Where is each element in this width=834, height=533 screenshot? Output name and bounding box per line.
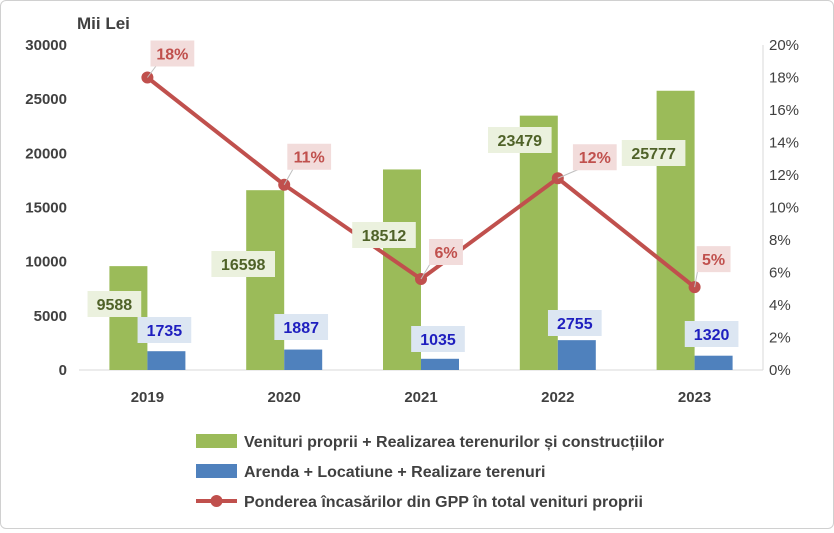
data-label-ponderea-bg	[572, 144, 617, 171]
data-label-ponderea: 5%	[696, 246, 731, 273]
axes: 0 5000 10000 15000 20000 25000 30000 0% 2% 4% 6% 8%…	[25, 37, 799, 406]
unit-label: Mii Lei	[77, 14, 130, 33]
legend-swatch	[196, 434, 237, 448]
data-label-arenda: 1887	[274, 314, 329, 340]
data-label-venituri-bg	[211, 251, 275, 277]
data-label-ponderea-text: 12%	[579, 150, 611, 167]
data-label-arenda: 2755	[547, 310, 602, 336]
data-label-venituri: 9588	[87, 291, 142, 317]
data-label-arenda-text: 1035	[420, 332, 456, 349]
data-label-venituri: 25777	[621, 140, 686, 166]
y-left-tick-label: 5000	[34, 308, 67, 325]
data-label-arenda-bg	[137, 317, 192, 343]
y-left-tick-label: 10000	[25, 254, 67, 271]
y-right-tick-label: 20%	[769, 37, 799, 54]
bars	[109, 90, 733, 370]
data-labels: 9588 16598 18512 23479 25777 1735 1887 1035 2755…	[87, 40, 739, 352]
y-left-tick-label: 30000	[25, 37, 67, 54]
data-label-venituri-text: 9588	[97, 297, 133, 314]
data-label-arenda-text: 1887	[283, 320, 319, 337]
x-tick-label: 2019	[131, 389, 164, 406]
x-tick-label: 2020	[268, 389, 301, 406]
bar-venituri-proprii	[246, 190, 285, 370]
y-right-tick-label: 10%	[769, 200, 799, 217]
data-label-arenda: 1735	[137, 317, 192, 343]
data-label-venituri-text: 25777	[631, 146, 676, 163]
data-label-venituri-text: 23479	[498, 133, 543, 150]
x-tick-label: 2021	[404, 389, 437, 406]
legend: Venituri proprii + Realizarea terenurilo…	[196, 434, 664, 511]
y-right-tick-label: 8%	[769, 232, 791, 249]
data-label-arenda: 1320	[684, 321, 739, 347]
data-label-ponderea-text: 5%	[702, 252, 725, 269]
data-label-venituri-bg	[488, 127, 552, 153]
data-label-ponderea: 11%	[287, 143, 332, 170]
data-label-ponderea-bg	[150, 40, 195, 67]
y-right-tick-label: 12%	[769, 167, 799, 184]
bar-arenda	[421, 358, 459, 370]
data-label-arenda-text: 1320	[694, 327, 730, 344]
y-left-tick-label: 0	[59, 362, 67, 379]
leader-line	[420, 263, 431, 280]
data-label-venituri-bg	[621, 140, 686, 166]
legend-label: Ponderea încasărilor din GPP în total ve…	[244, 494, 643, 511]
legend-label: Arenda + Locatiune + Realizare terenuri	[244, 464, 545, 481]
y-right-tick-label: 16%	[769, 102, 799, 119]
y-right-tick-label: 18%	[769, 70, 799, 87]
data-label-ponderea: 6%	[429, 239, 463, 265]
bar-arenda	[147, 351, 186, 370]
y-left-tick-label: 20000	[25, 145, 67, 162]
leader-line	[557, 168, 579, 179]
y-right-tick-label: 0%	[769, 362, 791, 379]
y-right-tick-label: 4%	[769, 297, 791, 314]
data-label-venituri-bg	[87, 291, 142, 317]
data-label-arenda-bg	[684, 321, 739, 347]
data-label-ponderea-text: 11%	[294, 150, 325, 167]
legend-item: Venituri proprii + Realizarea terenurilo…	[196, 434, 664, 451]
x-tick-label: 2023	[678, 389, 711, 406]
data-label-ponderea-bg	[429, 239, 463, 265]
y-right-tick-label: 6%	[769, 265, 791, 282]
data-label-venituri: 23479	[488, 127, 552, 153]
data-label-venituri-text: 16598	[221, 257, 266, 274]
data-label-venituri-bg	[352, 222, 416, 248]
bar-arenda	[284, 349, 323, 370]
y-left-tick-label: 25000	[25, 91, 67, 108]
y-right-tick-label: 14%	[769, 135, 799, 152]
y-right-tick-label: 2%	[769, 330, 791, 347]
legend-swatch	[196, 464, 237, 478]
legend-item: Ponderea încasărilor din GPP în total ve…	[196, 494, 643, 511]
legend-item: Arenda + Locatiune + Realizare terenuri	[196, 464, 545, 481]
leader-line	[694, 271, 699, 288]
bar-arenda	[557, 340, 596, 370]
data-label-arenda-text: 1735	[147, 323, 183, 340]
x-tick-label: 2022	[541, 389, 574, 406]
data-label-venituri-text: 18512	[362, 228, 407, 245]
data-label-venituri: 18512	[352, 222, 416, 248]
y-left-tick-label: 15000	[25, 200, 67, 217]
leader-line	[146, 65, 157, 78]
data-label-arenda-text: 2755	[557, 316, 593, 333]
data-label-ponderea-bg	[287, 143, 332, 170]
data-label-venituri: 16598	[211, 251, 275, 277]
data-label-ponderea-text: 6%	[434, 245, 457, 262]
data-label-arenda-bg	[411, 326, 465, 352]
data-label-arenda-bg	[547, 310, 602, 336]
leader-line	[283, 168, 294, 185]
legend-label: Venituri proprii + Realizarea terenurilo…	[244, 434, 664, 451]
data-label-ponderea: 12%	[572, 144, 617, 171]
data-label-arenda: 1035	[411, 326, 465, 352]
data-label-arenda-bg	[274, 314, 329, 340]
legend-swatch-marker	[210, 495, 223, 507]
data-label-ponderea: 18%	[150, 40, 195, 67]
data-label-ponderea-bg	[696, 246, 731, 273]
data-label-ponderea-text: 18%	[156, 46, 188, 63]
bar-arenda	[694, 355, 733, 370]
